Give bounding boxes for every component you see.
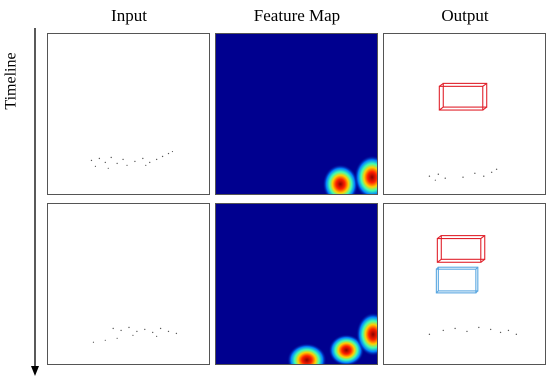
feature-heatmap-row-2 bbox=[216, 204, 377, 364]
red-bounding-box bbox=[437, 236, 484, 263]
input-panel-row-1 bbox=[47, 33, 210, 195]
detections-row-1 bbox=[384, 34, 545, 194]
output-panel-row-1 bbox=[383, 33, 546, 195]
output-panel-row-2 bbox=[383, 203, 546, 365]
point-cloud-row-1 bbox=[48, 34, 209, 194]
red-bounding-box bbox=[439, 83, 486, 110]
timeline-label-text: Timeline bbox=[3, 52, 21, 109]
timeline-arrow bbox=[28, 28, 42, 378]
output-column-header: Output bbox=[383, 6, 547, 26]
blue-bounding-box bbox=[436, 267, 477, 293]
timeline-axis-label: Timeline bbox=[1, 40, 23, 122]
input-panel-row-2 bbox=[47, 203, 210, 365]
feature-map-column-header: Feature Map bbox=[215, 6, 379, 26]
input-column-header: Input bbox=[47, 6, 211, 26]
feature-map-panel-row-2 bbox=[215, 203, 378, 365]
feature-map-panel-row-1 bbox=[215, 33, 378, 195]
feature-heatmap-row-1 bbox=[216, 34, 377, 194]
detections-row-2 bbox=[384, 204, 545, 364]
point-cloud-row-2 bbox=[48, 204, 209, 364]
